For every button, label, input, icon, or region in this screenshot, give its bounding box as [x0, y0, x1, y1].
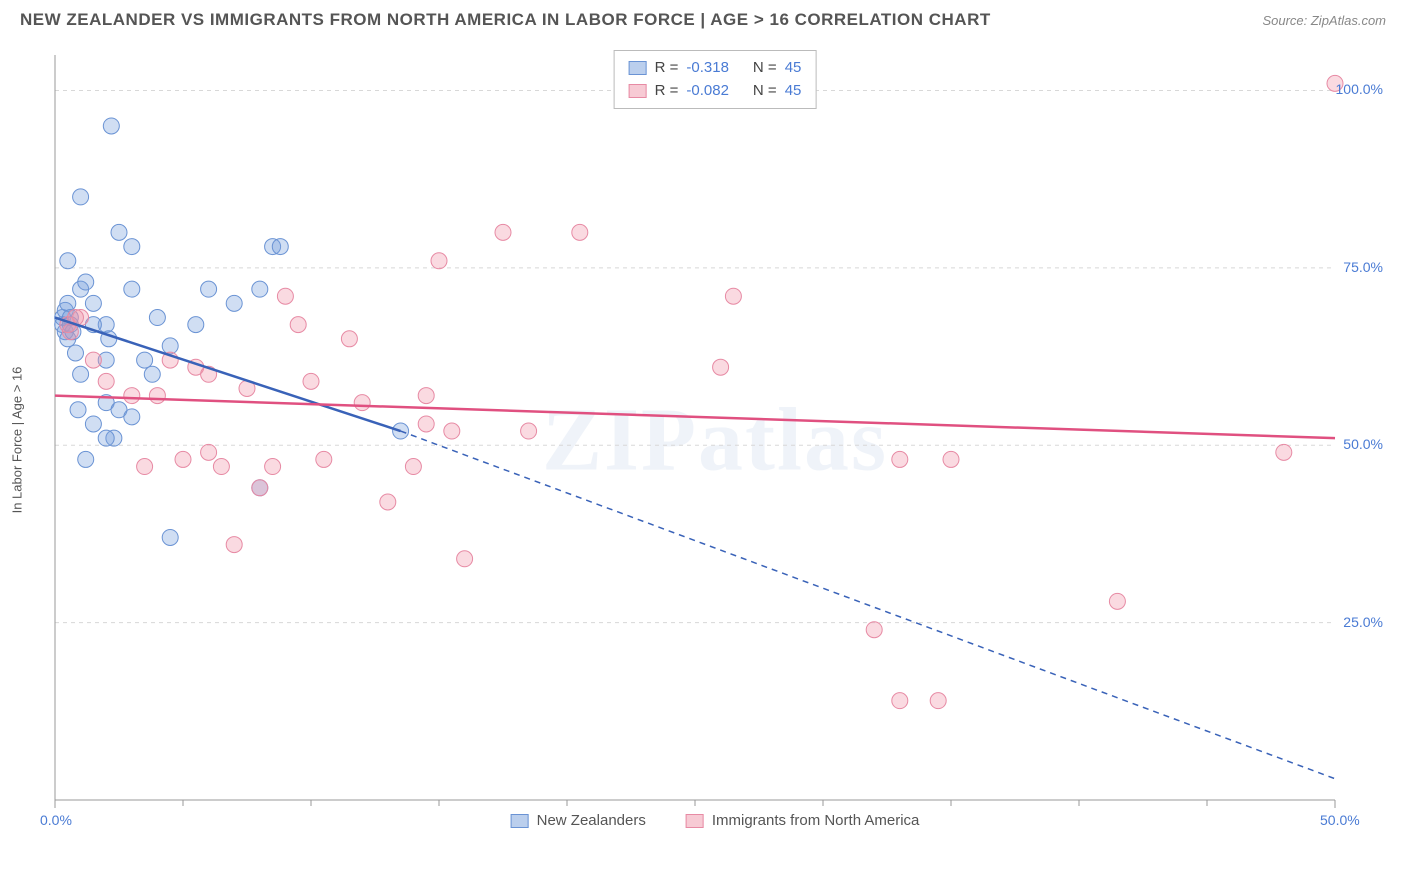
- y-tick-label: 75.0%: [1343, 259, 1383, 275]
- legend: New Zealanders Immigrants from North Ame…: [511, 812, 920, 829]
- stats-row-0: R = -0.318 N = 45: [629, 57, 802, 80]
- chart-container: In Labor Force | Age > 16 ZIPatlas R = -…: [45, 45, 1385, 835]
- chart-title: NEW ZEALANDER VS IMMIGRANTS FROM NORTH A…: [20, 10, 991, 30]
- y-tick-label: 50.0%: [1343, 436, 1383, 452]
- n-value: 45: [785, 57, 802, 80]
- legend-label-0: New Zealanders: [537, 812, 646, 829]
- scatter-plot: [45, 45, 1385, 835]
- r-label: R =: [655, 80, 679, 103]
- legend-item-1: Immigrants from North America: [686, 812, 920, 829]
- r-label: R =: [655, 57, 679, 80]
- chart-header: NEW ZEALANDER VS IMMIGRANTS FROM NORTH A…: [0, 0, 1406, 40]
- r-value: -0.082: [686, 80, 729, 103]
- r-value: -0.318: [686, 57, 729, 80]
- legend-swatch-0: [511, 814, 529, 828]
- legend-label-1: Immigrants from North America: [712, 812, 920, 829]
- x-tick-label: 0.0%: [40, 812, 72, 828]
- stats-box: R = -0.318 N = 45 R = -0.082 N = 45: [614, 50, 817, 109]
- x-tick-label: 50.0%: [1320, 812, 1360, 828]
- source-label: Source: ZipAtlas.com: [1262, 13, 1386, 28]
- n-value: 45: [785, 80, 802, 103]
- y-tick-label: 100.0%: [1336, 81, 1383, 97]
- y-tick-label: 25.0%: [1343, 614, 1383, 630]
- n-label: N =: [753, 80, 777, 103]
- legend-item-0: New Zealanders: [511, 812, 646, 829]
- y-axis-label: In Labor Force | Age > 16: [10, 367, 25, 514]
- stats-row-1: R = -0.082 N = 45: [629, 80, 802, 103]
- stats-swatch-0: [629, 61, 647, 75]
- legend-swatch-1: [686, 814, 704, 828]
- stats-swatch-1: [629, 84, 647, 98]
- n-label: N =: [753, 57, 777, 80]
